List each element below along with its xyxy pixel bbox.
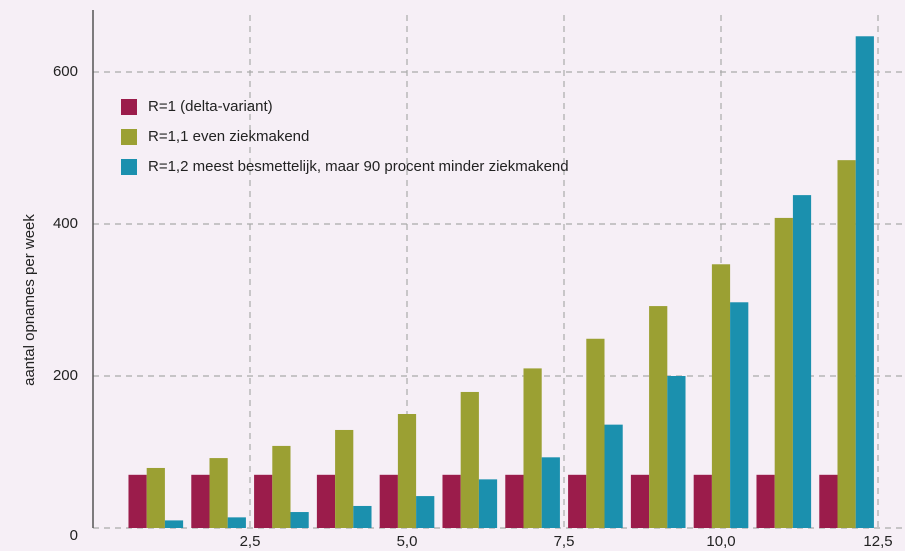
bar	[353, 505, 372, 528]
bar	[128, 474, 147, 528]
bar	[630, 474, 650, 528]
bar	[792, 195, 812, 528]
bar	[227, 517, 246, 528]
bar	[837, 160, 856, 528]
bar	[335, 429, 354, 528]
bar	[316, 474, 336, 528]
x-tick-label: 2,5	[240, 533, 261, 550]
bar	[855, 36, 874, 528]
x-tick-label: 12,5	[863, 533, 892, 550]
bar	[730, 302, 749, 528]
bar	[272, 445, 291, 528]
bar	[711, 264, 731, 528]
bar	[442, 474, 461, 528]
legend-swatch	[121, 99, 137, 115]
legend-label: R=1 (delta-variant)	[148, 98, 273, 115]
bar	[254, 474, 273, 528]
bar	[649, 306, 668, 528]
y-tick-label: 600	[53, 63, 78, 80]
bar	[604, 424, 623, 528]
x-tick-label: 5,0	[397, 533, 418, 550]
bar	[756, 474, 775, 528]
bar	[774, 217, 793, 529]
bar	[379, 474, 398, 528]
bar	[505, 474, 524, 528]
bar	[416, 496, 435, 528]
bar	[164, 520, 184, 528]
x-tick-label: 7,5	[554, 533, 575, 550]
bar	[290, 512, 309, 528]
bar	[460, 391, 479, 528]
legend-swatch	[121, 159, 137, 175]
bar	[191, 474, 210, 528]
legend-swatch	[121, 129, 137, 145]
y-axis-label: aantal opnames per week	[21, 214, 38, 386]
bar	[819, 474, 838, 528]
bar	[568, 474, 587, 528]
bar	[523, 368, 542, 528]
x-tick-label: 10,0	[706, 533, 735, 550]
bar	[667, 376, 686, 528]
bar	[541, 457, 560, 528]
bar	[693, 474, 712, 528]
legend-label: R=1,2 meest besmettelijk, maar 90 procen…	[148, 158, 569, 175]
y-tick-label: 200	[53, 367, 78, 384]
y-tick-label: 400	[53, 215, 78, 232]
legend-label: R=1,1 even ziekmakend	[148, 128, 309, 145]
bar	[586, 338, 605, 528]
bar	[146, 467, 165, 528]
bar	[209, 458, 228, 528]
bar	[478, 479, 498, 528]
y-tick-label: 0	[70, 527, 78, 544]
bar	[397, 414, 417, 528]
